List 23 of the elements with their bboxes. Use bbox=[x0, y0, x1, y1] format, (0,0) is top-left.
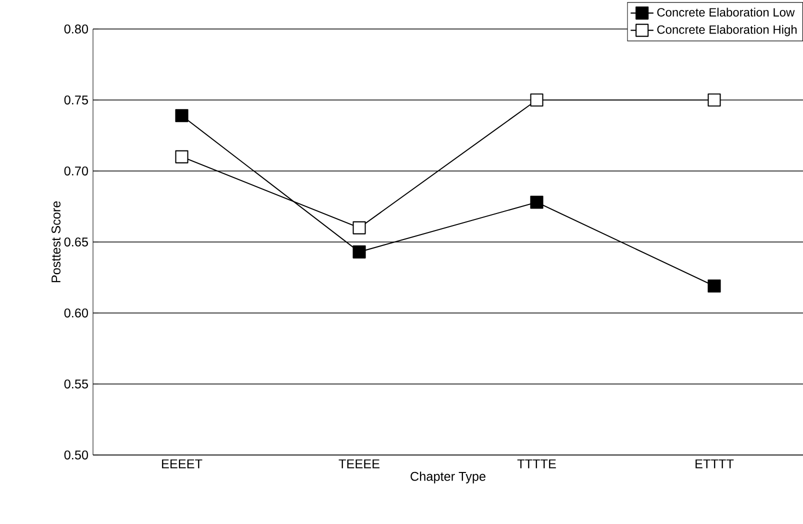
point bbox=[352, 245, 366, 258]
y-tick-label: 0.75 bbox=[64, 96, 88, 104]
x-axis-title: Chapter Type bbox=[410, 472, 486, 484]
point bbox=[530, 93, 544, 107]
legend-label: Concrete Elaboration Low bbox=[657, 8, 795, 17]
x-tick-label: ETTTT bbox=[696, 459, 734, 468]
y-tick-label: 0.65 bbox=[64, 238, 88, 246]
y-tick-label: 0.70 bbox=[64, 166, 88, 176]
y-tick-label: 0.55 bbox=[64, 380, 88, 388]
point bbox=[530, 196, 544, 209]
legend-label: Concrete Elaboration High bbox=[657, 25, 797, 36]
point bbox=[352, 221, 366, 234]
point bbox=[708, 279, 721, 293]
x-tick-label: TEEEE bbox=[338, 459, 380, 468]
y-tick-label: 0.80 bbox=[64, 24, 88, 34]
x-tick-label: TTTTE bbox=[517, 459, 556, 468]
x-tick-label: EEEET bbox=[162, 459, 202, 468]
y-tick-label: 0.50 bbox=[64, 450, 88, 460]
point bbox=[175, 109, 188, 122]
point bbox=[708, 93, 721, 107]
y-axis-title: Posttest Score bbox=[52, 201, 60, 282]
y-tick-label: 0.60 bbox=[64, 308, 88, 318]
point bbox=[175, 150, 188, 164]
